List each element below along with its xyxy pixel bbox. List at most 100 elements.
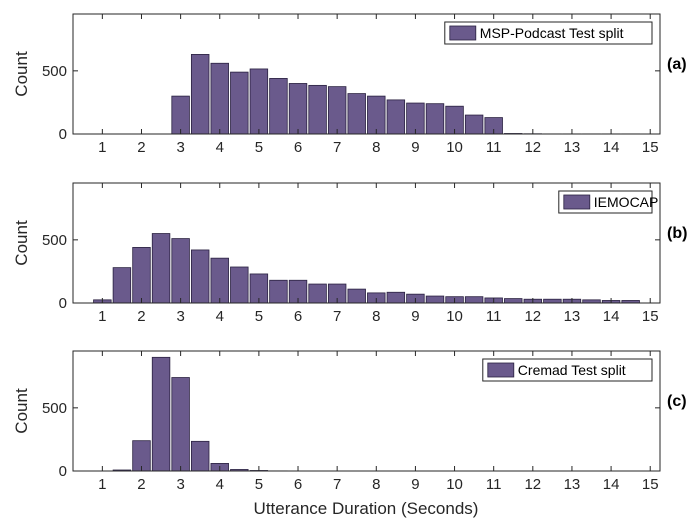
bar xyxy=(327,86,347,135)
panel-a: 1 2 3 4 5 6 7 8 9 10 11 12 13 14 150500CountMSP-Podcas… xyxy=(12,13,687,156)
plot-frame xyxy=(72,350,661,472)
bar xyxy=(347,288,366,304)
bar xyxy=(190,249,210,304)
bar xyxy=(190,440,210,472)
plot-frame xyxy=(72,13,661,135)
legend-swatch xyxy=(487,362,515,378)
x-tick-label: 5 xyxy=(255,476,263,493)
legend-label: MSP-Podcast Test split xyxy=(480,25,624,41)
x-tick-label: 15 xyxy=(642,139,659,156)
bar xyxy=(151,356,171,472)
x-tick-label: 3 xyxy=(176,139,184,156)
bar xyxy=(308,84,327,135)
bar xyxy=(543,298,562,304)
bar xyxy=(230,71,249,135)
x-tick-label: 11 xyxy=(486,476,502,493)
x-tick-label: 3 xyxy=(176,476,184,493)
y-tick-label: 500 xyxy=(42,63,67,80)
y-axis-label: Count xyxy=(12,51,31,97)
x-tick-label: 3 xyxy=(176,308,184,325)
x-tick-label: 13 xyxy=(564,308,581,325)
x-tick-label: 8 xyxy=(372,476,380,493)
panel-tag: (c) xyxy=(667,393,687,410)
legend-swatch xyxy=(449,25,477,41)
x-tick-label: 4 xyxy=(216,308,224,325)
x-tick-label: 1 xyxy=(98,139,106,156)
bar xyxy=(464,114,484,135)
x-tick-label: 13 xyxy=(564,476,581,493)
bar xyxy=(171,95,190,135)
bar xyxy=(425,103,445,135)
bar xyxy=(171,238,190,304)
y-tick-label: 500 xyxy=(42,232,67,249)
x-tick-label: 4 xyxy=(216,476,224,493)
legend-swatch xyxy=(563,194,591,210)
x-tick-label: 9 xyxy=(411,308,419,325)
bar xyxy=(210,62,229,135)
x-tick-label: 5 xyxy=(255,139,263,156)
bar xyxy=(504,298,523,304)
x-tick-label: 6 xyxy=(294,139,302,156)
x-tick-label: 8 xyxy=(372,308,380,325)
x-tick-label: 15 xyxy=(642,308,659,325)
x-tick-label: 7 xyxy=(333,476,341,493)
bar xyxy=(464,296,484,304)
bar xyxy=(249,68,269,135)
legend-box xyxy=(444,21,653,45)
x-tick-label: 6 xyxy=(294,308,302,325)
bar xyxy=(347,93,366,135)
x-tick-label: 8 xyxy=(372,139,380,156)
legend: MSP-Podcast Test split xyxy=(444,21,653,45)
x-tick-label: 14 xyxy=(603,476,620,493)
bar xyxy=(190,54,210,135)
x-tick-label: 14 xyxy=(603,308,620,325)
bar xyxy=(210,257,229,304)
bar xyxy=(386,99,406,135)
x-tick-label: 7 xyxy=(333,308,341,325)
y-tick-label: 0 xyxy=(59,463,67,480)
x-tick-label: 14 xyxy=(603,139,620,156)
x-tick-label: 15 xyxy=(642,476,659,493)
x-axis-label: Utterance Duration (Seconds) xyxy=(254,499,479,518)
x-tick-label: 7 xyxy=(333,139,341,156)
x-tick-label: 9 xyxy=(411,139,419,156)
bar xyxy=(269,78,288,135)
bar xyxy=(132,247,151,304)
bar xyxy=(230,266,249,304)
y-axis-label: Count xyxy=(12,388,31,434)
bar xyxy=(386,291,406,304)
x-tick-label: 9 xyxy=(411,476,419,493)
x-tick-label: 2 xyxy=(137,139,145,156)
y-tick-label: 500 xyxy=(42,400,67,417)
bar xyxy=(425,295,445,304)
y-tick-label: 0 xyxy=(59,295,67,312)
bar xyxy=(151,233,171,304)
legend: Cremad Test split xyxy=(482,358,653,382)
bar xyxy=(269,279,288,304)
x-tick-label: 2 xyxy=(137,476,145,493)
bar xyxy=(112,267,132,304)
bar xyxy=(171,377,190,472)
bar xyxy=(288,83,308,135)
bar xyxy=(367,95,386,135)
x-tick-label: 12 xyxy=(524,476,541,493)
bar xyxy=(308,283,327,304)
panel-tag: (a) xyxy=(667,56,687,73)
x-tick-label: 6 xyxy=(294,476,302,493)
x-tick-label: 11 xyxy=(486,308,502,325)
legend: IEMOCAP xyxy=(558,190,658,214)
x-tick-label: 4 xyxy=(216,139,224,156)
x-tick-label: 1 xyxy=(98,476,106,493)
x-tick-label: 10 xyxy=(446,308,463,325)
y-tick-label: 0 xyxy=(59,126,67,143)
x-tick-label: 10 xyxy=(446,476,463,493)
x-tick-label: 12 xyxy=(524,308,541,325)
x-tick-label: 13 xyxy=(564,139,581,156)
x-tick-label: 11 xyxy=(486,139,502,156)
legend-label: Cremad Test split xyxy=(518,362,626,378)
x-tick-label: 5 xyxy=(255,308,263,325)
y-axis-label: Count xyxy=(12,220,31,266)
